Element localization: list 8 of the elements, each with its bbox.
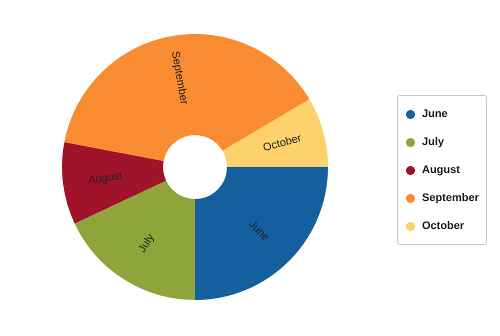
- slice-label: October: [262, 132, 304, 154]
- slice-label: September: [168, 50, 190, 106]
- legend-label: October: [422, 220, 464, 232]
- slice-label: August: [88, 170, 123, 186]
- legend-label: August: [422, 164, 460, 176]
- legend-label: July: [422, 136, 444, 148]
- legend-label: September: [422, 192, 479, 204]
- legend-label: June: [422, 108, 448, 120]
